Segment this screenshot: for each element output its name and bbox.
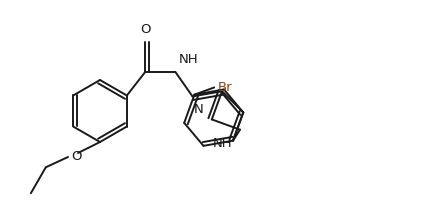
Text: Br: Br [218,81,233,94]
Text: O: O [140,23,150,36]
Text: NH: NH [213,137,232,150]
Text: O: O [71,151,81,163]
Text: N: N [194,103,203,116]
Text: NH: NH [178,53,198,66]
